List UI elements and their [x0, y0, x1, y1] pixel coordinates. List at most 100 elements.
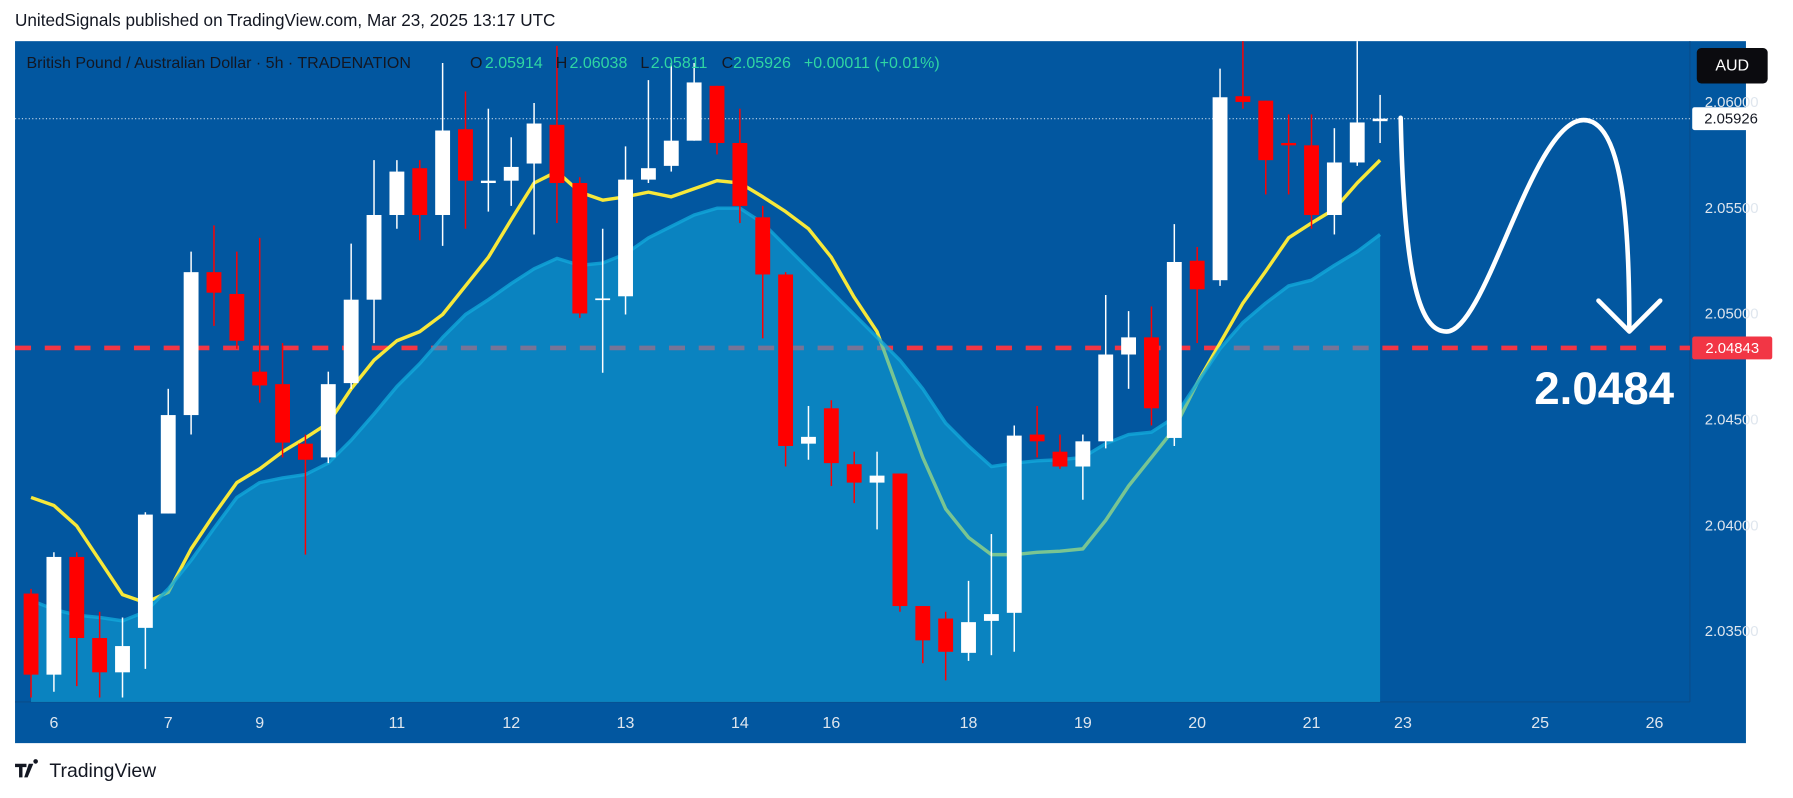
- candle-body: [1189, 260, 1205, 290]
- candle-body: [1349, 122, 1365, 163]
- legend-value: 2.05914: [485, 55, 543, 72]
- candle-body: [343, 299, 359, 384]
- candle-body: [69, 556, 85, 639]
- legend-label: O: [470, 55, 482, 72]
- candle-body: [1372, 118, 1388, 122]
- last-price-label: 2.05926: [1704, 112, 1758, 128]
- candle-body: [206, 272, 222, 293]
- candle-body: [1304, 145, 1319, 215]
- x-tick-label: 11: [389, 715, 406, 732]
- arrow-head: [1596, 298, 1663, 334]
- x-tick-label: 23: [1394, 715, 1412, 732]
- candle-body: [1212, 97, 1228, 281]
- candle-body: [1121, 337, 1137, 355]
- candle-body: [23, 593, 39, 675]
- y-tick-label: 2.04000: [1705, 518, 1759, 534]
- x-tick-label: 9: [255, 715, 264, 732]
- legend-value: 2.06038: [570, 55, 628, 72]
- x-tick-label: 16: [822, 715, 840, 732]
- candle-body: [526, 123, 542, 164]
- forecast-arrow: [1398, 115, 1632, 334]
- candle-body: [183, 272, 199, 416]
- candle-body: [1258, 100, 1274, 161]
- candle-body: [1166, 261, 1182, 438]
- x-tick-label: 12: [502, 715, 520, 732]
- legend-change: +0.00011 (+0.01%): [804, 55, 940, 72]
- legend-value: 2.05926: [733, 55, 791, 72]
- candle-body: [320, 384, 336, 458]
- symbol: British Pound / Australian Dollar · 5h ·…: [26, 55, 410, 72]
- candle-body: [412, 168, 428, 215]
- x-tick-label: 14: [731, 715, 749, 732]
- x-tick-label: 6: [49, 715, 58, 732]
- currency: AUD: [1715, 58, 1749, 75]
- candle-body: [252, 371, 268, 386]
- legend-label: L: [640, 55, 649, 72]
- footer: TradingView: [49, 760, 157, 782]
- candle-body: [915, 606, 931, 641]
- candle-body: [480, 180, 496, 184]
- last-price-tag: [1692, 107, 1770, 131]
- candle-body: [1281, 142, 1297, 146]
- level-tag: [1692, 336, 1773, 360]
- x-tick-label: 13: [617, 715, 635, 732]
- plot: 2.03500 2.04000 2.04500 2.05000 2.05500 2.060…: [15, 41, 1759, 732]
- x-tick-label: 7: [164, 715, 173, 732]
- candle-body: [458, 129, 473, 181]
- candle-body: [663, 140, 679, 166]
- candle-body: [160, 415, 176, 514]
- x-tick-label: 21: [1303, 715, 1321, 732]
- header: UnitedSignals published on TradingView.c…: [15, 10, 555, 30]
- y-tick-label: 2.03500: [1705, 624, 1759, 640]
- legend-label: H: [556, 55, 568, 72]
- candle-body: [778, 274, 794, 446]
- candle-body: [115, 646, 130, 673]
- candle-body: [1144, 337, 1159, 409]
- slow-line: [30, 206, 1382, 623]
- legend-value: 2.05811: [651, 55, 708, 72]
- candle-body: [137, 514, 153, 628]
- candle-body: [892, 473, 908, 607]
- candle-body: [1052, 451, 1068, 467]
- candle-body: [732, 142, 748, 206]
- candle-body: [1006, 435, 1022, 613]
- annotation: 2.0484: [1534, 363, 1674, 414]
- candle-body: [595, 298, 611, 301]
- candle-body: [366, 214, 382, 300]
- candle-body: [572, 183, 588, 314]
- candle-body: [618, 179, 633, 297]
- y-tick-label: 2.05500: [1705, 201, 1759, 217]
- candle-body: [1075, 441, 1091, 467]
- candle-body: [1098, 354, 1114, 442]
- candle-body: [869, 475, 885, 483]
- currency-box: [1696, 48, 1768, 84]
- x-tick-label: 19: [1074, 715, 1092, 732]
- x-tick-label: 20: [1188, 715, 1206, 732]
- candle-body: [938, 618, 954, 652]
- candle-body: [503, 166, 519, 181]
- candle-body: [709, 85, 725, 143]
- y-tick-label: 2.06000: [1705, 95, 1759, 111]
- candle-body: [983, 614, 999, 621]
- candle-body: [1326, 162, 1342, 215]
- footer-logo: [15, 759, 38, 778]
- candle-body: [755, 217, 771, 275]
- candle-body: [549, 124, 565, 184]
- candle-body: [640, 168, 656, 180]
- level-label: 2.04843: [1705, 341, 1759, 357]
- candle-body: [46, 556, 62, 675]
- x-tick-label: 26: [1646, 715, 1664, 732]
- candle-body: [435, 130, 451, 215]
- candle-body: [1029, 434, 1045, 442]
- y-tick-label: 2.04500: [1705, 412, 1759, 428]
- slow-area: [31, 208, 1381, 702]
- candle-body: [298, 443, 313, 460]
- legend-label: C: [722, 55, 734, 72]
- candle-body: [389, 171, 405, 215]
- y-tick-label: 2.05000: [1705, 307, 1759, 323]
- candle-body: [686, 82, 702, 141]
- candle-body: [92, 638, 108, 673]
- candle-body: [275, 384, 290, 443]
